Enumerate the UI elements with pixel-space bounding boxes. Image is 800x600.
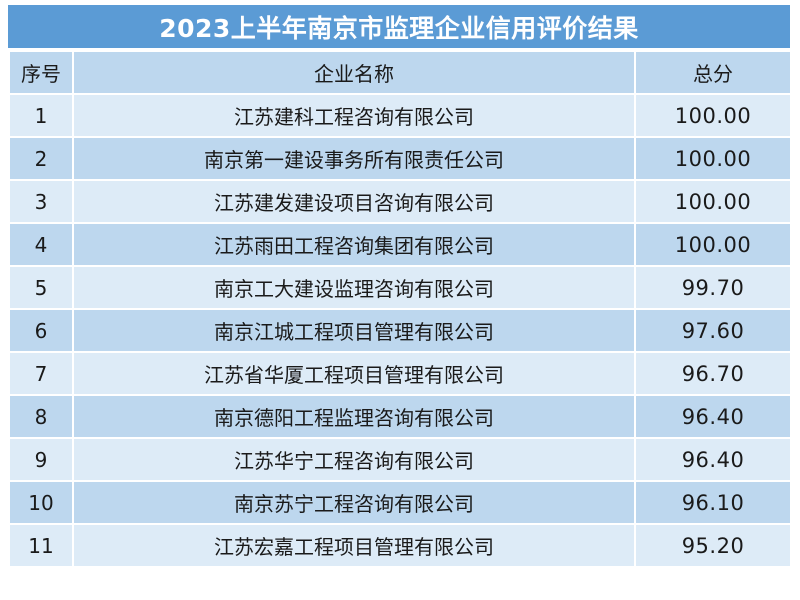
cell-score: 100.00 xyxy=(634,179,792,224)
cell-company: 江苏建科工程咨询有限公司 xyxy=(72,93,636,138)
cell-company: 江苏华宁工程咨询有限公司 xyxy=(72,437,636,482)
table-row: 5 南京工大建设监理咨询有限公司 99.70 xyxy=(8,265,792,310)
table-row: 1 江苏建科工程咨询有限公司 100.00 xyxy=(8,93,792,138)
cell-company: 南京苏宁工程咨询有限公司 xyxy=(72,480,636,525)
cell-score: 100.00 xyxy=(634,136,792,181)
table-row: 7 江苏省华厦工程项目管理有限公司 96.70 xyxy=(8,351,792,396)
cell-index: 11 xyxy=(8,523,74,568)
table-row: 8 南京德阳工程监理咨询有限公司 96.40 xyxy=(8,394,792,439)
credit-table-container: 2023上半年南京市监理企业信用评价结果 序号 企业名称 总分 1 江苏建科工程咨… xyxy=(8,5,792,568)
cell-score: 96.40 xyxy=(634,437,792,482)
cell-score: 96.10 xyxy=(634,480,792,525)
cell-index: 5 xyxy=(8,265,74,310)
header-company: 企业名称 xyxy=(72,50,636,95)
cell-score: 96.70 xyxy=(634,351,792,396)
cell-company: 江苏宏嘉工程项目管理有限公司 xyxy=(72,523,636,568)
table-row: 4 江苏雨田工程咨询集团有限公司 100.00 xyxy=(8,222,792,267)
cell-index: 9 xyxy=(8,437,74,482)
cell-score: 95.20 xyxy=(634,523,792,568)
table-row: 11 江苏宏嘉工程项目管理有限公司 95.20 xyxy=(8,523,792,568)
cell-company: 南京第一建设事务所有限责任公司 xyxy=(72,136,636,181)
table-row: 9 江苏华宁工程咨询有限公司 96.40 xyxy=(8,437,792,482)
results-table: 序号 企业名称 总分 1 江苏建科工程咨询有限公司 100.00 2 南京第一建设事务所… xyxy=(8,50,792,568)
cell-company: 江苏雨田工程咨询集团有限公司 xyxy=(72,222,636,267)
cell-index: 7 xyxy=(8,351,74,396)
table-row: 3 江苏建发建设项目咨询有限公司 100.00 xyxy=(8,179,792,224)
cell-score: 99.70 xyxy=(634,265,792,310)
cell-company: 南京工大建设监理咨询有限公司 xyxy=(72,265,636,310)
header-row: 序号 企业名称 总分 xyxy=(8,50,792,95)
cell-score: 97.60 xyxy=(634,308,792,353)
cell-index: 10 xyxy=(8,480,74,525)
header-score: 总分 xyxy=(634,50,792,95)
table-row: 10 南京苏宁工程咨询有限公司 96.10 xyxy=(8,480,792,525)
cell-score: 96.40 xyxy=(634,394,792,439)
header-index: 序号 xyxy=(8,50,74,95)
cell-company: 南京江城工程项目管理有限公司 xyxy=(72,308,636,353)
cell-index: 4 xyxy=(8,222,74,267)
table-row: 2 南京第一建设事务所有限责任公司 100.00 xyxy=(8,136,792,181)
cell-company: 南京德阳工程监理咨询有限公司 xyxy=(72,394,636,439)
cell-score: 100.00 xyxy=(634,93,792,138)
table-row: 6 南京江城工程项目管理有限公司 97.60 xyxy=(8,308,792,353)
cell-score: 100.00 xyxy=(634,222,792,267)
cell-index: 3 xyxy=(8,179,74,224)
cell-index: 8 xyxy=(8,394,74,439)
cell-index: 6 xyxy=(8,308,74,353)
cell-index: 2 xyxy=(8,136,74,181)
table-title: 2023上半年南京市监理企业信用评价结果 xyxy=(8,5,790,48)
cell-index: 1 xyxy=(8,93,74,138)
cell-company: 江苏建发建设项目咨询有限公司 xyxy=(72,179,636,224)
cell-company: 江苏省华厦工程项目管理有限公司 xyxy=(72,351,636,396)
